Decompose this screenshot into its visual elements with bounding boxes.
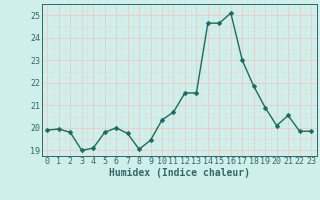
X-axis label: Humidex (Indice chaleur): Humidex (Indice chaleur) <box>109 168 250 178</box>
